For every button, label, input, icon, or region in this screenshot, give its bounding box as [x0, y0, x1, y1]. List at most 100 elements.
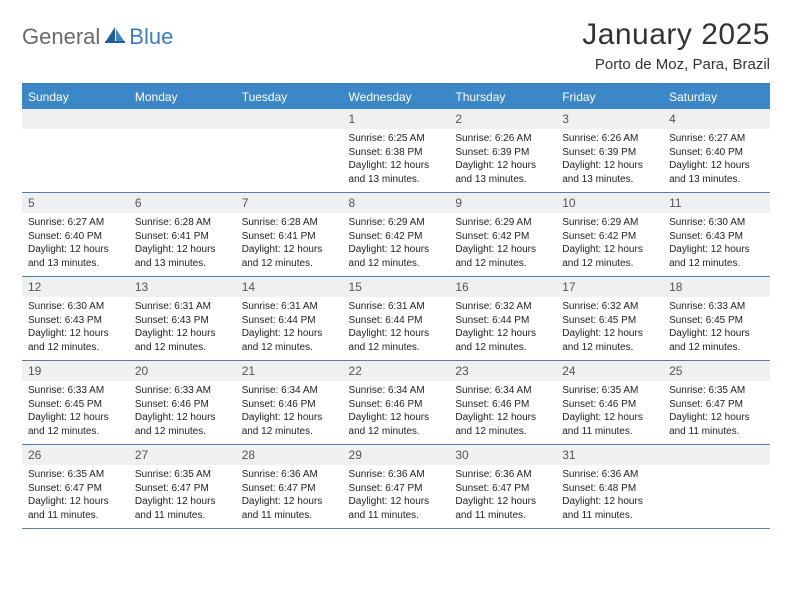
- sunset-line: Sunset: 6:44 PM: [242, 314, 337, 328]
- sunset-line: Sunset: 6:41 PM: [135, 230, 230, 244]
- day-number: 9: [449, 193, 556, 213]
- sunrise-line: Sunrise: 6:32 AM: [455, 300, 550, 314]
- daylight-line: Daylight: 12 hours and 13 minutes.: [349, 159, 444, 186]
- day-number: 4: [663, 109, 770, 129]
- day-number: 13: [129, 277, 236, 297]
- day-cell: 18Sunrise: 6:33 AMSunset: 6:45 PMDayligh…: [663, 277, 770, 361]
- sunset-line: Sunset: 6:41 PM: [242, 230, 337, 244]
- day-body: Sunrise: 6:30 AMSunset: 6:43 PMDaylight:…: [663, 213, 770, 276]
- page-title: January 2025: [582, 18, 770, 52]
- day-cell: 7Sunrise: 6:28 AMSunset: 6:41 PMDaylight…: [236, 193, 343, 277]
- day-cell: 11Sunrise: 6:30 AMSunset: 6:43 PMDayligh…: [663, 193, 770, 277]
- dow-header-cell: Sunday: [22, 84, 129, 109]
- week-row: 12Sunrise: 6:30 AMSunset: 6:43 PMDayligh…: [22, 277, 770, 361]
- sunrise-line: Sunrise: 6:35 AM: [135, 468, 230, 482]
- sunset-line: Sunset: 6:44 PM: [349, 314, 444, 328]
- day-number: 15: [343, 277, 450, 297]
- sunrise-line: Sunrise: 6:28 AM: [135, 216, 230, 230]
- day-number: 17: [556, 277, 663, 297]
- day-cell: 20Sunrise: 6:33 AMSunset: 6:46 PMDayligh…: [129, 361, 236, 445]
- day-cell: 3Sunrise: 6:26 AMSunset: 6:39 PMDaylight…: [556, 109, 663, 193]
- week-row: 5Sunrise: 6:27 AMSunset: 6:40 PMDaylight…: [22, 193, 770, 277]
- sunset-line: Sunset: 6:42 PM: [349, 230, 444, 244]
- day-cell: 22Sunrise: 6:34 AMSunset: 6:46 PMDayligh…: [343, 361, 450, 445]
- header: General Blue January 2025 Porto de Moz, …: [22, 18, 770, 73]
- daylight-line: Daylight: 12 hours and 12 minutes.: [28, 327, 123, 354]
- day-number: 19: [22, 361, 129, 381]
- dow-label: Friday: [562, 90, 595, 104]
- week-row: 19Sunrise: 6:33 AMSunset: 6:45 PMDayligh…: [22, 361, 770, 445]
- sunrise-line: Sunrise: 6:29 AM: [562, 216, 657, 230]
- sunset-line: Sunset: 6:42 PM: [455, 230, 550, 244]
- week-row: 1Sunrise: 6:25 AMSunset: 6:38 PMDaylight…: [22, 109, 770, 193]
- day-cell: 25Sunrise: 6:35 AMSunset: 6:47 PMDayligh…: [663, 361, 770, 445]
- day-cell: 14Sunrise: 6:31 AMSunset: 6:44 PMDayligh…: [236, 277, 343, 361]
- sunset-line: Sunset: 6:48 PM: [562, 482, 657, 496]
- logo: General Blue: [22, 18, 173, 50]
- daylight-line: Daylight: 12 hours and 12 minutes.: [455, 411, 550, 438]
- daylight-line: Daylight: 12 hours and 11 minutes.: [669, 411, 764, 438]
- sunset-line: Sunset: 6:42 PM: [562, 230, 657, 244]
- dow-header-cell: Monday: [129, 84, 236, 109]
- daylight-line: Daylight: 12 hours and 12 minutes.: [242, 243, 337, 270]
- day-body: Sunrise: 6:29 AMSunset: 6:42 PMDaylight:…: [343, 213, 450, 276]
- day-number: 25: [663, 361, 770, 381]
- dow-header-cell: Thursday: [449, 84, 556, 109]
- dow-label: Thursday: [455, 90, 505, 104]
- day-body: Sunrise: 6:27 AMSunset: 6:40 PMDaylight:…: [22, 213, 129, 276]
- sunrise-line: Sunrise: 6:34 AM: [455, 384, 550, 398]
- day-number: 1: [343, 109, 450, 129]
- day-body: Sunrise: 6:34 AMSunset: 6:46 PMDaylight:…: [449, 381, 556, 444]
- sunrise-line: Sunrise: 6:30 AM: [669, 216, 764, 230]
- daylight-line: Daylight: 12 hours and 12 minutes.: [562, 243, 657, 270]
- daylight-line: Daylight: 12 hours and 12 minutes.: [242, 327, 337, 354]
- calendar-table: SundayMondayTuesdayWednesdayThursdayFrid…: [22, 83, 770, 529]
- sunset-line: Sunset: 6:45 PM: [669, 314, 764, 328]
- day-number: 8: [343, 193, 450, 213]
- sunrise-line: Sunrise: 6:26 AM: [455, 132, 550, 146]
- sunset-line: Sunset: 6:45 PM: [562, 314, 657, 328]
- day-body: Sunrise: 6:29 AMSunset: 6:42 PMDaylight:…: [449, 213, 556, 276]
- dow-label: Tuesday: [242, 90, 288, 104]
- day-body: Sunrise: 6:35 AMSunset: 6:47 PMDaylight:…: [22, 465, 129, 528]
- empty-cell: [236, 109, 343, 193]
- day-cell: 10Sunrise: 6:29 AMSunset: 6:42 PMDayligh…: [556, 193, 663, 277]
- sunrise-line: Sunrise: 6:27 AM: [28, 216, 123, 230]
- day-cell: 12Sunrise: 6:30 AMSunset: 6:43 PMDayligh…: [22, 277, 129, 361]
- dow-header-row: SundayMondayTuesdayWednesdayThursdayFrid…: [22, 84, 770, 109]
- day-body: Sunrise: 6:31 AMSunset: 6:44 PMDaylight:…: [236, 297, 343, 360]
- sunrise-line: Sunrise: 6:34 AM: [242, 384, 337, 398]
- day-body: Sunrise: 6:35 AMSunset: 6:47 PMDaylight:…: [129, 465, 236, 528]
- day-number: [663, 445, 770, 465]
- day-body: Sunrise: 6:31 AMSunset: 6:44 PMDaylight:…: [343, 297, 450, 360]
- sunrise-line: Sunrise: 6:33 AM: [135, 384, 230, 398]
- sunrise-line: Sunrise: 6:36 AM: [242, 468, 337, 482]
- daylight-line: Daylight: 12 hours and 11 minutes.: [455, 495, 550, 522]
- sunrise-line: Sunrise: 6:31 AM: [242, 300, 337, 314]
- day-cell: 30Sunrise: 6:36 AMSunset: 6:47 PMDayligh…: [449, 445, 556, 529]
- day-number: 31: [556, 445, 663, 465]
- sunset-line: Sunset: 6:46 PM: [349, 398, 444, 412]
- day-number: 27: [129, 445, 236, 465]
- daylight-line: Daylight: 12 hours and 11 minutes.: [28, 495, 123, 522]
- day-body: Sunrise: 6:33 AMSunset: 6:45 PMDaylight:…: [663, 297, 770, 360]
- day-cell: 31Sunrise: 6:36 AMSunset: 6:48 PMDayligh…: [556, 445, 663, 529]
- day-body: Sunrise: 6:34 AMSunset: 6:46 PMDaylight:…: [343, 381, 450, 444]
- day-body: [129, 129, 236, 187]
- daylight-line: Daylight: 12 hours and 13 minutes.: [562, 159, 657, 186]
- daylight-line: Daylight: 12 hours and 13 minutes.: [455, 159, 550, 186]
- day-body: Sunrise: 6:32 AMSunset: 6:45 PMDaylight:…: [556, 297, 663, 360]
- daylight-line: Daylight: 12 hours and 11 minutes.: [562, 411, 657, 438]
- dow-label: Sunday: [28, 90, 69, 104]
- day-body: Sunrise: 6:33 AMSunset: 6:46 PMDaylight:…: [129, 381, 236, 444]
- day-number: 21: [236, 361, 343, 381]
- day-body: Sunrise: 6:29 AMSunset: 6:42 PMDaylight:…: [556, 213, 663, 276]
- sunrise-line: Sunrise: 6:31 AM: [135, 300, 230, 314]
- dow-header-cell: Tuesday: [236, 84, 343, 109]
- day-number: 18: [663, 277, 770, 297]
- day-body: Sunrise: 6:28 AMSunset: 6:41 PMDaylight:…: [129, 213, 236, 276]
- day-cell: 4Sunrise: 6:27 AMSunset: 6:40 PMDaylight…: [663, 109, 770, 193]
- sunrise-line: Sunrise: 6:25 AM: [349, 132, 444, 146]
- day-body: Sunrise: 6:25 AMSunset: 6:38 PMDaylight:…: [343, 129, 450, 192]
- sunrise-line: Sunrise: 6:26 AM: [562, 132, 657, 146]
